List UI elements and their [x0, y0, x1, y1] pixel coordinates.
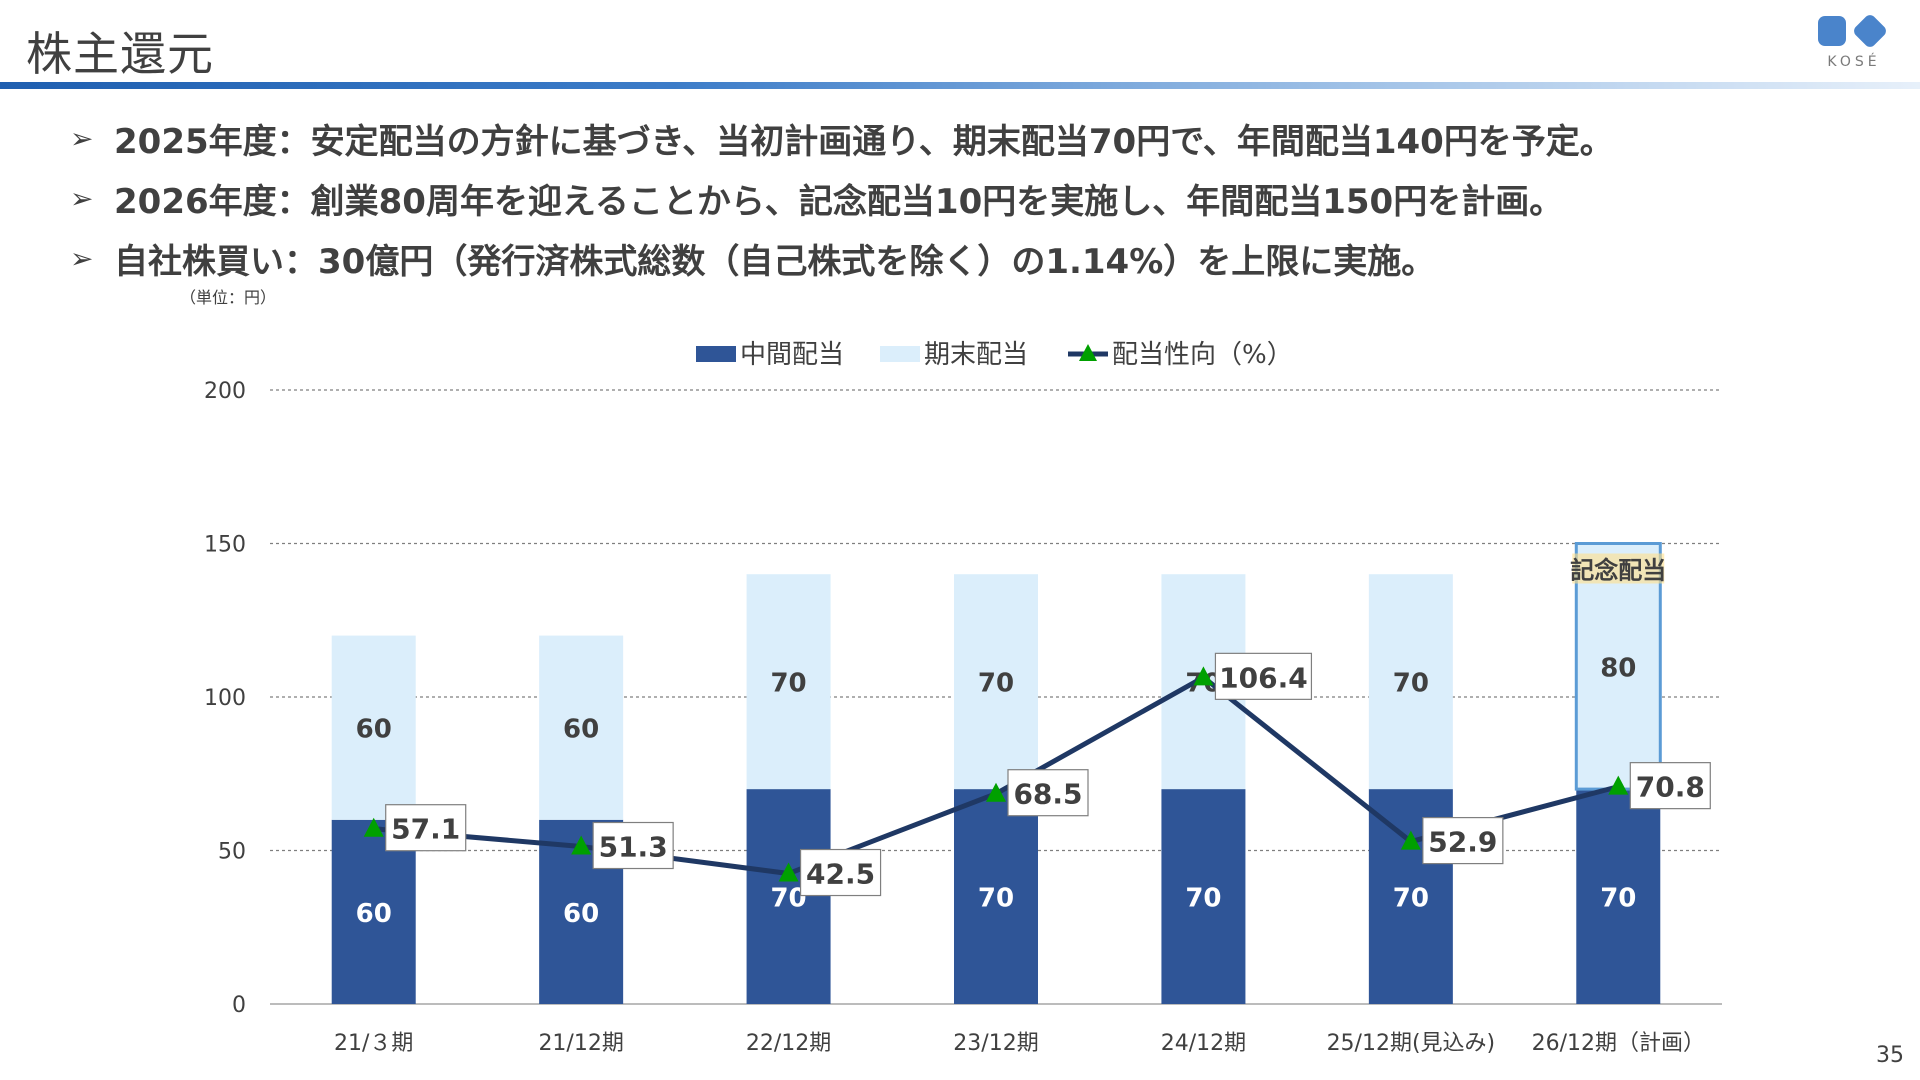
payout-ratio-marker	[571, 835, 592, 855]
bar-interim-label: 70	[1600, 884, 1636, 914]
payout-ratio-label-box	[385, 804, 467, 852]
payout-ratio-label-box	[592, 821, 674, 870]
bullet-item: ➢ 2026年度：創業80周年を迎えることから、記念配当10円を実施し、年間配当…	[70, 168, 1870, 228]
bar-year-end-label: 60	[356, 715, 392, 745]
bar-interim-label: 60	[563, 899, 599, 929]
payout-ratio-label-box	[799, 848, 882, 897]
annotation-label: 記念配当	[1570, 557, 1666, 585]
payout-ratio-label-box	[1214, 652, 1313, 700]
legend-swatch-interim	[696, 346, 736, 362]
bullet-text: 2026年度：創業80周年を迎えることから、記念配当10円を実施し、年間配当15…	[114, 181, 1564, 222]
bar-year-end-label: 70	[978, 669, 1014, 699]
y-tick-label: 150	[204, 533, 246, 558]
payout-ratio-label: 68.5	[1013, 778, 1082, 811]
bar-year-end-label: 70	[770, 669, 806, 699]
bullet-text: 自社株買い：30億円（発行済株式総数（自己株式を除く）の1.14%）を上限に実施…	[114, 241, 1436, 282]
payout-ratio-marker	[986, 782, 1006, 802]
y-tick-label: 0	[232, 993, 246, 1018]
bar-interim	[746, 789, 831, 1004]
bullet-item: ➢ 2025年度：安定配当の方針に基づき、当初計画通り、期末配当70円で、年間配…	[70, 108, 1870, 168]
payout-ratio-label-box	[1422, 816, 1504, 865]
arrow-bullet-icon: ➢	[70, 121, 94, 155]
x-tick-label: 26/12期（計画）	[1532, 1031, 1705, 1056]
x-tick-label: 22/12期	[746, 1031, 831, 1056]
bar-year-end-label: 60	[563, 715, 599, 745]
page-title: 株主還元	[26, 27, 214, 81]
x-tick-label: 21/３期	[334, 1031, 413, 1056]
x-tick-label: 24/12期	[1161, 1031, 1246, 1056]
bar-year-end	[1368, 574, 1453, 790]
legend-swatch-year-end	[880, 346, 920, 362]
payout-ratio-marker	[1400, 830, 1421, 850]
payout-ratio-label: 106.4	[1219, 661, 1308, 694]
bullet-list: ➢ 2025年度：安定配当の方針に基づき、当初計画通り、期末配当70円で、年間配…	[70, 108, 1870, 288]
x-tick-label: 21/12期	[538, 1031, 623, 1056]
payout-ratio-label-box	[1007, 769, 1089, 817]
kose-logo-icon	[1818, 15, 1886, 47]
bar-interim-label: 70	[1393, 884, 1429, 914]
bullet-item: ➢ 自社株買い：30億円（発行済株式総数（自己株式を除く）の1.14%）を上限に…	[70, 228, 1870, 288]
payout-ratio-marker	[1193, 666, 1214, 686]
bar-interim	[1161, 789, 1246, 1004]
page-number: 35	[1876, 1043, 1904, 1068]
bar-year-end	[539, 635, 624, 820]
payout-ratio-label: 51.3	[599, 831, 668, 864]
payout-ratio-label-box	[1629, 762, 1711, 810]
payout-ratio-marker	[1608, 775, 1629, 795]
legend-label-payout: 配当性向（%）	[1112, 340, 1293, 370]
x-tick-label: 25/12期(見込み)	[1327, 1031, 1496, 1056]
payout-ratio-marker	[363, 817, 384, 837]
y-tick-label: 50	[218, 840, 246, 865]
bar-year-end	[746, 574, 831, 790]
payout-ratio-marker	[778, 862, 799, 882]
arrow-bullet-icon: ➢	[70, 241, 94, 275]
x-tick-label: 23/12期	[953, 1031, 1038, 1056]
bar-interim-label: 60	[356, 899, 392, 929]
unit-label: （単位：円）	[180, 288, 277, 307]
bar-interim	[1576, 789, 1661, 1004]
bar-year-end-label: 80	[1600, 653, 1636, 683]
bullet-text: 2025年度：安定配当の方針に基づき、当初計画通り、期末配当70円で、年間配当1…	[114, 121, 1614, 162]
legend-label-year-end: 期末配当	[924, 340, 1028, 370]
bar-interim-label: 70	[978, 884, 1014, 914]
y-tick-label: 100	[204, 686, 246, 711]
arrow-bullet-icon: ➢	[70, 181, 94, 215]
annotation-highlight	[1572, 553, 1665, 584]
bar-interim-label: 70	[1185, 884, 1221, 914]
payout-ratio-label: 52.9	[1428, 826, 1497, 859]
legend-marker-payout	[1079, 344, 1097, 361]
bar-year-end	[331, 635, 416, 820]
logo-text: KOSÉ	[1827, 54, 1881, 70]
bar-year-end-label: 70	[1393, 669, 1429, 699]
title-underline	[0, 82, 1920, 89]
payout-ratio-label: 57.1	[391, 813, 460, 846]
payout-ratio-label: 42.5	[806, 858, 875, 891]
payout-ratio-label: 70.8	[1636, 771, 1705, 804]
y-tick-label: 200	[204, 379, 246, 404]
bar-year-end	[954, 574, 1038, 790]
bar-interim	[954, 789, 1038, 1004]
legend-label-interim: 中間配当	[740, 340, 844, 370]
